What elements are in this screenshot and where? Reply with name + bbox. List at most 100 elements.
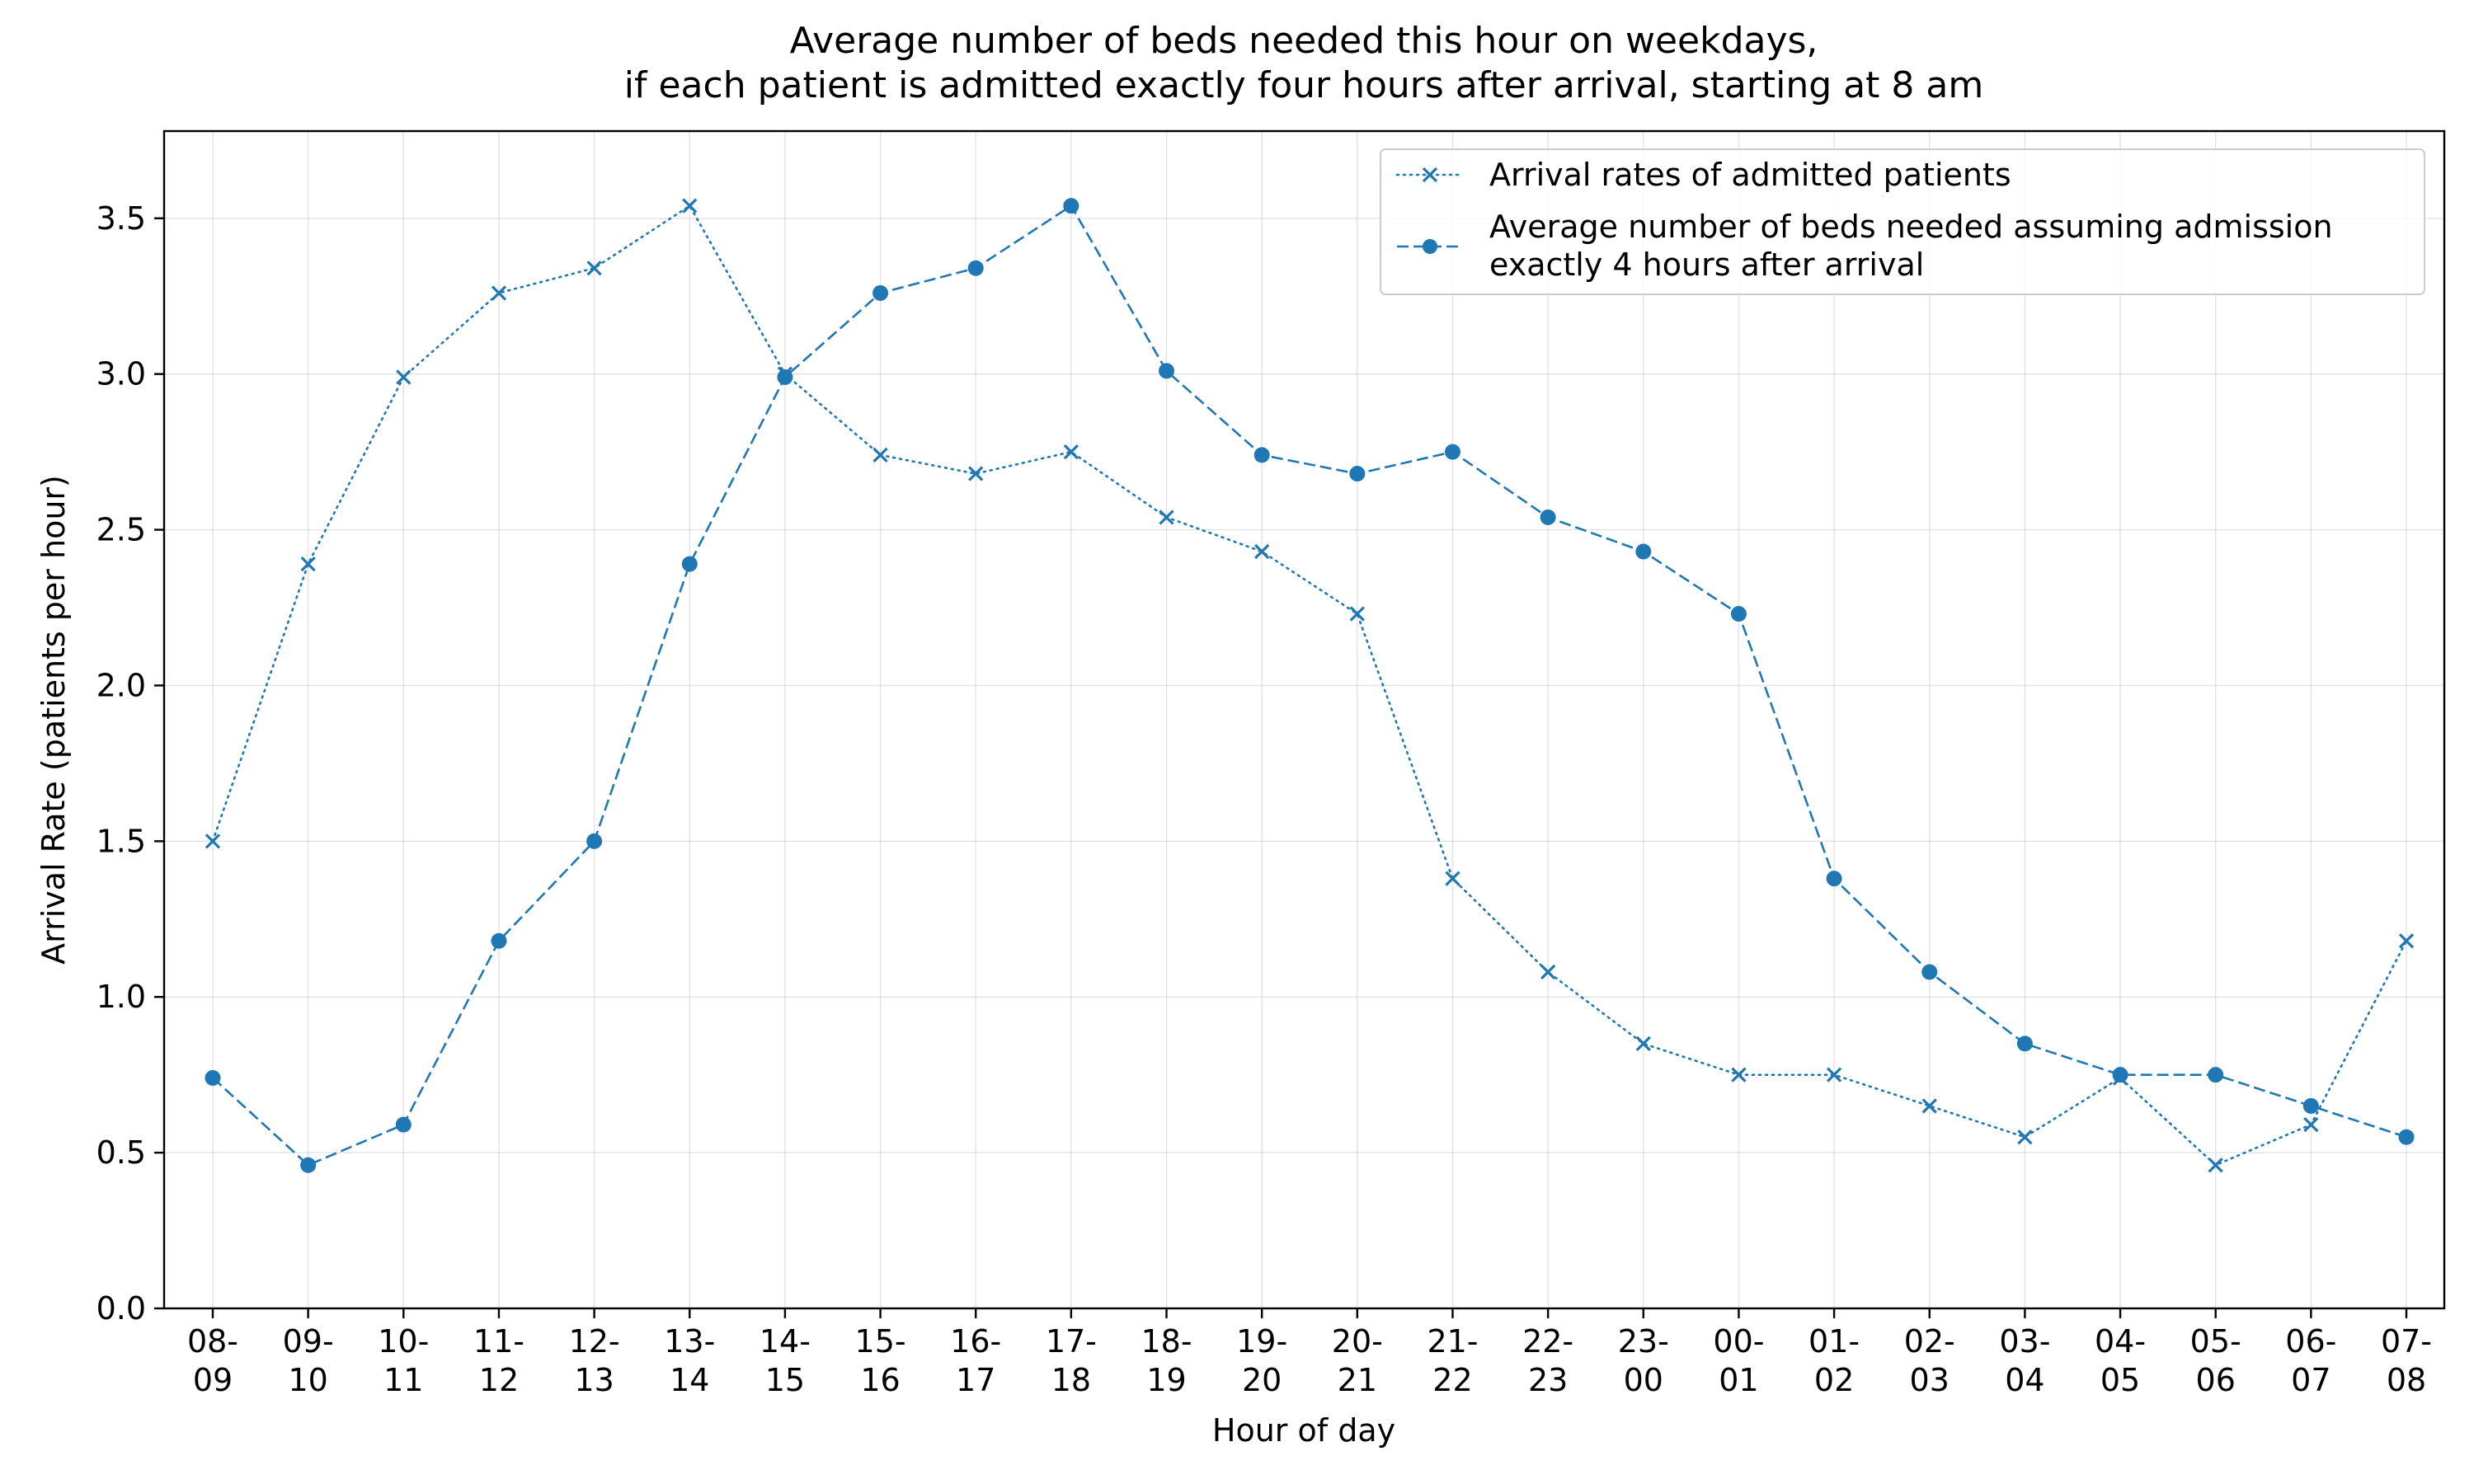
data-point-beds (2398, 1129, 2415, 1145)
data-point-arrivals (1731, 1067, 1747, 1082)
y-tick-label: 0.5 (96, 1134, 146, 1171)
data-point-beds (2112, 1067, 2128, 1083)
data-point-arrivals (586, 261, 602, 276)
x-tick-label: 21- (1427, 1323, 1478, 1360)
data-point-beds (1540, 509, 1556, 525)
data-point-arrivals (2303, 1116, 2319, 1133)
data-point-beds (2302, 1097, 2319, 1114)
x-tick-label: 00- (1713, 1323, 1764, 1360)
x-tick-label: 08 (2387, 1362, 2426, 1398)
data-point-beds (205, 1069, 221, 1086)
data-point-arrivals (2017, 1129, 2033, 1145)
data-point-beds (1349, 466, 1366, 482)
data-point-arrivals (1063, 444, 1079, 460)
x-tick-label: 09- (283, 1323, 334, 1360)
x-tick-label: 14- (760, 1323, 811, 1360)
x-tick-label: 05- (2190, 1323, 2241, 1360)
data-point-arrivals (1921, 1098, 1937, 1114)
data-point-beds (491, 932, 507, 949)
x-tick-label: 20 (1242, 1362, 1282, 1398)
legend-label-arrivals: Arrival rates of admitted patients (1489, 157, 2011, 193)
x-tick-label: 15- (855, 1323, 906, 1360)
x-tick-label: 14 (670, 1362, 709, 1398)
y-axis-label: Arrival Rate (patients per hour) (35, 475, 72, 965)
data-point-beds (1730, 606, 1747, 622)
data-point-arrivals (396, 369, 412, 385)
y-axis: 0.0 0.5 1.0 1.5 2.0 2.5 3.0 3.5 (96, 200, 164, 1327)
y-tick-label: 2.0 (96, 667, 146, 703)
data-point-beds (2016, 1036, 2033, 1052)
x-tick-label: 05 (2100, 1362, 2140, 1398)
legend-label-beds-line-2: exactly 4 hours after arrival (1489, 247, 1924, 283)
x-tick-label: 20- (1332, 1323, 1383, 1360)
x-tick-label: 23- (1618, 1323, 1669, 1360)
y-tick-label: 2.5 (96, 512, 146, 548)
x-tick-label: 16- (950, 1323, 1001, 1360)
data-point-beds (2208, 1067, 2224, 1083)
data-point-beds (872, 284, 889, 301)
x-tick-label: 17 (956, 1362, 995, 1398)
x-tick-label: 10- (378, 1323, 429, 1360)
data-point-beds (967, 260, 984, 276)
x-tick-label: 18- (1141, 1323, 1192, 1360)
data-point-beds (300, 1157, 317, 1173)
x-tick-label: 21 (1338, 1362, 1377, 1398)
data-point-beds (1826, 871, 1842, 887)
legend-label-beds-line-1: Average number of beds needed assuming a… (1489, 209, 2333, 245)
data-point-arrivals (2398, 933, 2415, 949)
x-axis: 08-0909-1010-1111-1212-1313-1414-1515-16… (187, 1308, 2432, 1398)
data-point-beds (1444, 444, 1460, 460)
x-tick-label: 02 (1814, 1362, 1854, 1398)
data-point-beds (395, 1116, 412, 1133)
series-line-beds (212, 204, 2407, 1167)
x-tick-label: 11- (473, 1323, 524, 1360)
x-tick-label: 06- (2285, 1323, 2336, 1360)
data-point-arrivals (1445, 871, 1460, 886)
data-point-beds (1921, 964, 1938, 980)
x-tick-label: 06 (2196, 1362, 2236, 1398)
x-axis-label: Hour of day (1212, 1412, 1395, 1449)
x-tick-label: 23 (1528, 1362, 1568, 1398)
plot-area-frame (162, 129, 2446, 1310)
legend-box (1380, 148, 2425, 295)
grid (164, 131, 2444, 1309)
data-point-arrivals (682, 198, 698, 214)
y-tick-label: 0.0 (96, 1290, 146, 1327)
x-tick-label: 12 (479, 1362, 519, 1398)
legend-marker-beds (1423, 239, 1437, 254)
x-tick-label: 22 (1432, 1362, 1472, 1398)
data-point-beds (1253, 447, 1270, 463)
x-tick-label: 04- (2095, 1323, 2146, 1360)
y-tick-label: 1.5 (96, 823, 146, 859)
x-tick-label: 17- (1046, 1323, 1097, 1360)
y-tick-label: 3.0 (96, 356, 146, 392)
x-tick-label: 13- (664, 1323, 715, 1360)
x-tick-label: 15 (765, 1362, 805, 1398)
data-point-arrivals (968, 466, 984, 481)
x-tick-label: 11 (383, 1362, 423, 1398)
data-point-arrivals (872, 447, 888, 463)
data-point-arrivals (491, 285, 507, 301)
x-tick-label: 03 (1910, 1362, 1950, 1398)
x-tick-label: 19 (1146, 1362, 1186, 1398)
data-point-arrivals (205, 834, 221, 849)
chart-title-line-2: if each patient is admitted exactly four… (624, 64, 1983, 106)
data-point-beds (586, 833, 603, 849)
data-point-beds (1063, 198, 1079, 214)
data-point-arrivals (1540, 964, 1556, 980)
data-point-arrivals (1159, 510, 1174, 525)
legend: Arrival rates of admitted patients Avera… (1380, 148, 2425, 295)
x-tick-label: 16 (860, 1362, 900, 1398)
x-tick-label: 10 (288, 1362, 327, 1398)
x-tick-label: 04 (2005, 1362, 2044, 1398)
x-tick-label: 01 (1719, 1362, 1758, 1398)
x-tick-label: 01- (1808, 1323, 1860, 1360)
data-point-beds (1635, 543, 1652, 560)
x-tick-label: 00 (1624, 1362, 1663, 1398)
x-tick-label: 09 (193, 1362, 233, 1398)
data-point-arrivals (2208, 1158, 2223, 1173)
y-tick-label: 1.0 (96, 979, 146, 1015)
data-point-beds (1159, 363, 1175, 379)
x-tick-label: 07 (2291, 1362, 2331, 1398)
